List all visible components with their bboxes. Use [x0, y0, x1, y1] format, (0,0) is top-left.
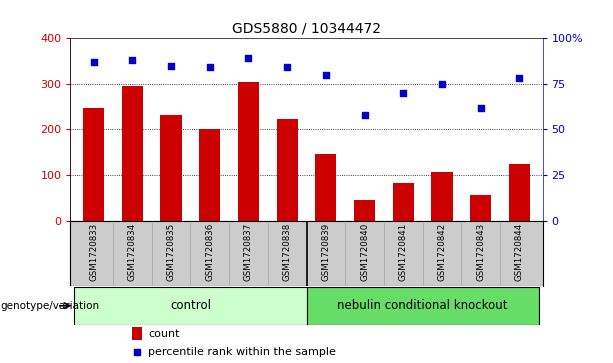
FancyBboxPatch shape	[74, 287, 306, 325]
Point	[282, 65, 292, 70]
Text: GSM1720841: GSM1720841	[398, 223, 408, 281]
Bar	[161, 115, 181, 221]
Point	[476, 105, 485, 110]
Text: GSM1720835: GSM1720835	[167, 223, 175, 281]
Text: GSM1720837: GSM1720837	[244, 223, 253, 281]
Text: control: control	[170, 299, 211, 312]
Point	[398, 90, 408, 96]
Bar	[315, 154, 337, 221]
Text: GSM1720842: GSM1720842	[438, 223, 446, 281]
Title: GDS5880 / 10344472: GDS5880 / 10344472	[232, 21, 381, 36]
Bar	[470, 195, 491, 221]
Text: genotype/variation: genotype/variation	[1, 301, 100, 311]
Text: GSM1720838: GSM1720838	[283, 223, 292, 281]
Point	[205, 65, 215, 70]
Point	[360, 112, 370, 118]
Text: GSM1720836: GSM1720836	[205, 223, 215, 281]
Bar	[392, 183, 414, 221]
Text: count: count	[148, 329, 180, 339]
Text: GSM1720844: GSM1720844	[515, 223, 524, 281]
Point	[243, 55, 253, 61]
Bar	[238, 82, 259, 221]
Point	[132, 349, 142, 355]
Bar	[432, 172, 452, 221]
Bar	[122, 86, 143, 221]
Text: GSM1720833: GSM1720833	[89, 223, 98, 281]
Point	[437, 81, 447, 87]
Bar	[83, 107, 104, 221]
Bar	[354, 200, 375, 221]
Text: GSM1720839: GSM1720839	[321, 223, 330, 281]
FancyBboxPatch shape	[306, 287, 539, 325]
Text: GSM1720840: GSM1720840	[360, 223, 369, 281]
Bar	[132, 327, 142, 340]
Point	[128, 57, 137, 63]
Point	[321, 72, 331, 78]
Text: GSM1720834: GSM1720834	[128, 223, 137, 281]
Point	[166, 63, 176, 69]
Text: nebulin conditional knockout: nebulin conditional knockout	[337, 299, 508, 312]
Point	[89, 59, 99, 65]
Text: percentile rank within the sample: percentile rank within the sample	[148, 347, 337, 357]
Point	[514, 76, 524, 81]
Bar	[199, 130, 221, 221]
Bar	[509, 164, 530, 221]
Bar	[276, 119, 298, 221]
Text: GSM1720843: GSM1720843	[476, 223, 485, 281]
